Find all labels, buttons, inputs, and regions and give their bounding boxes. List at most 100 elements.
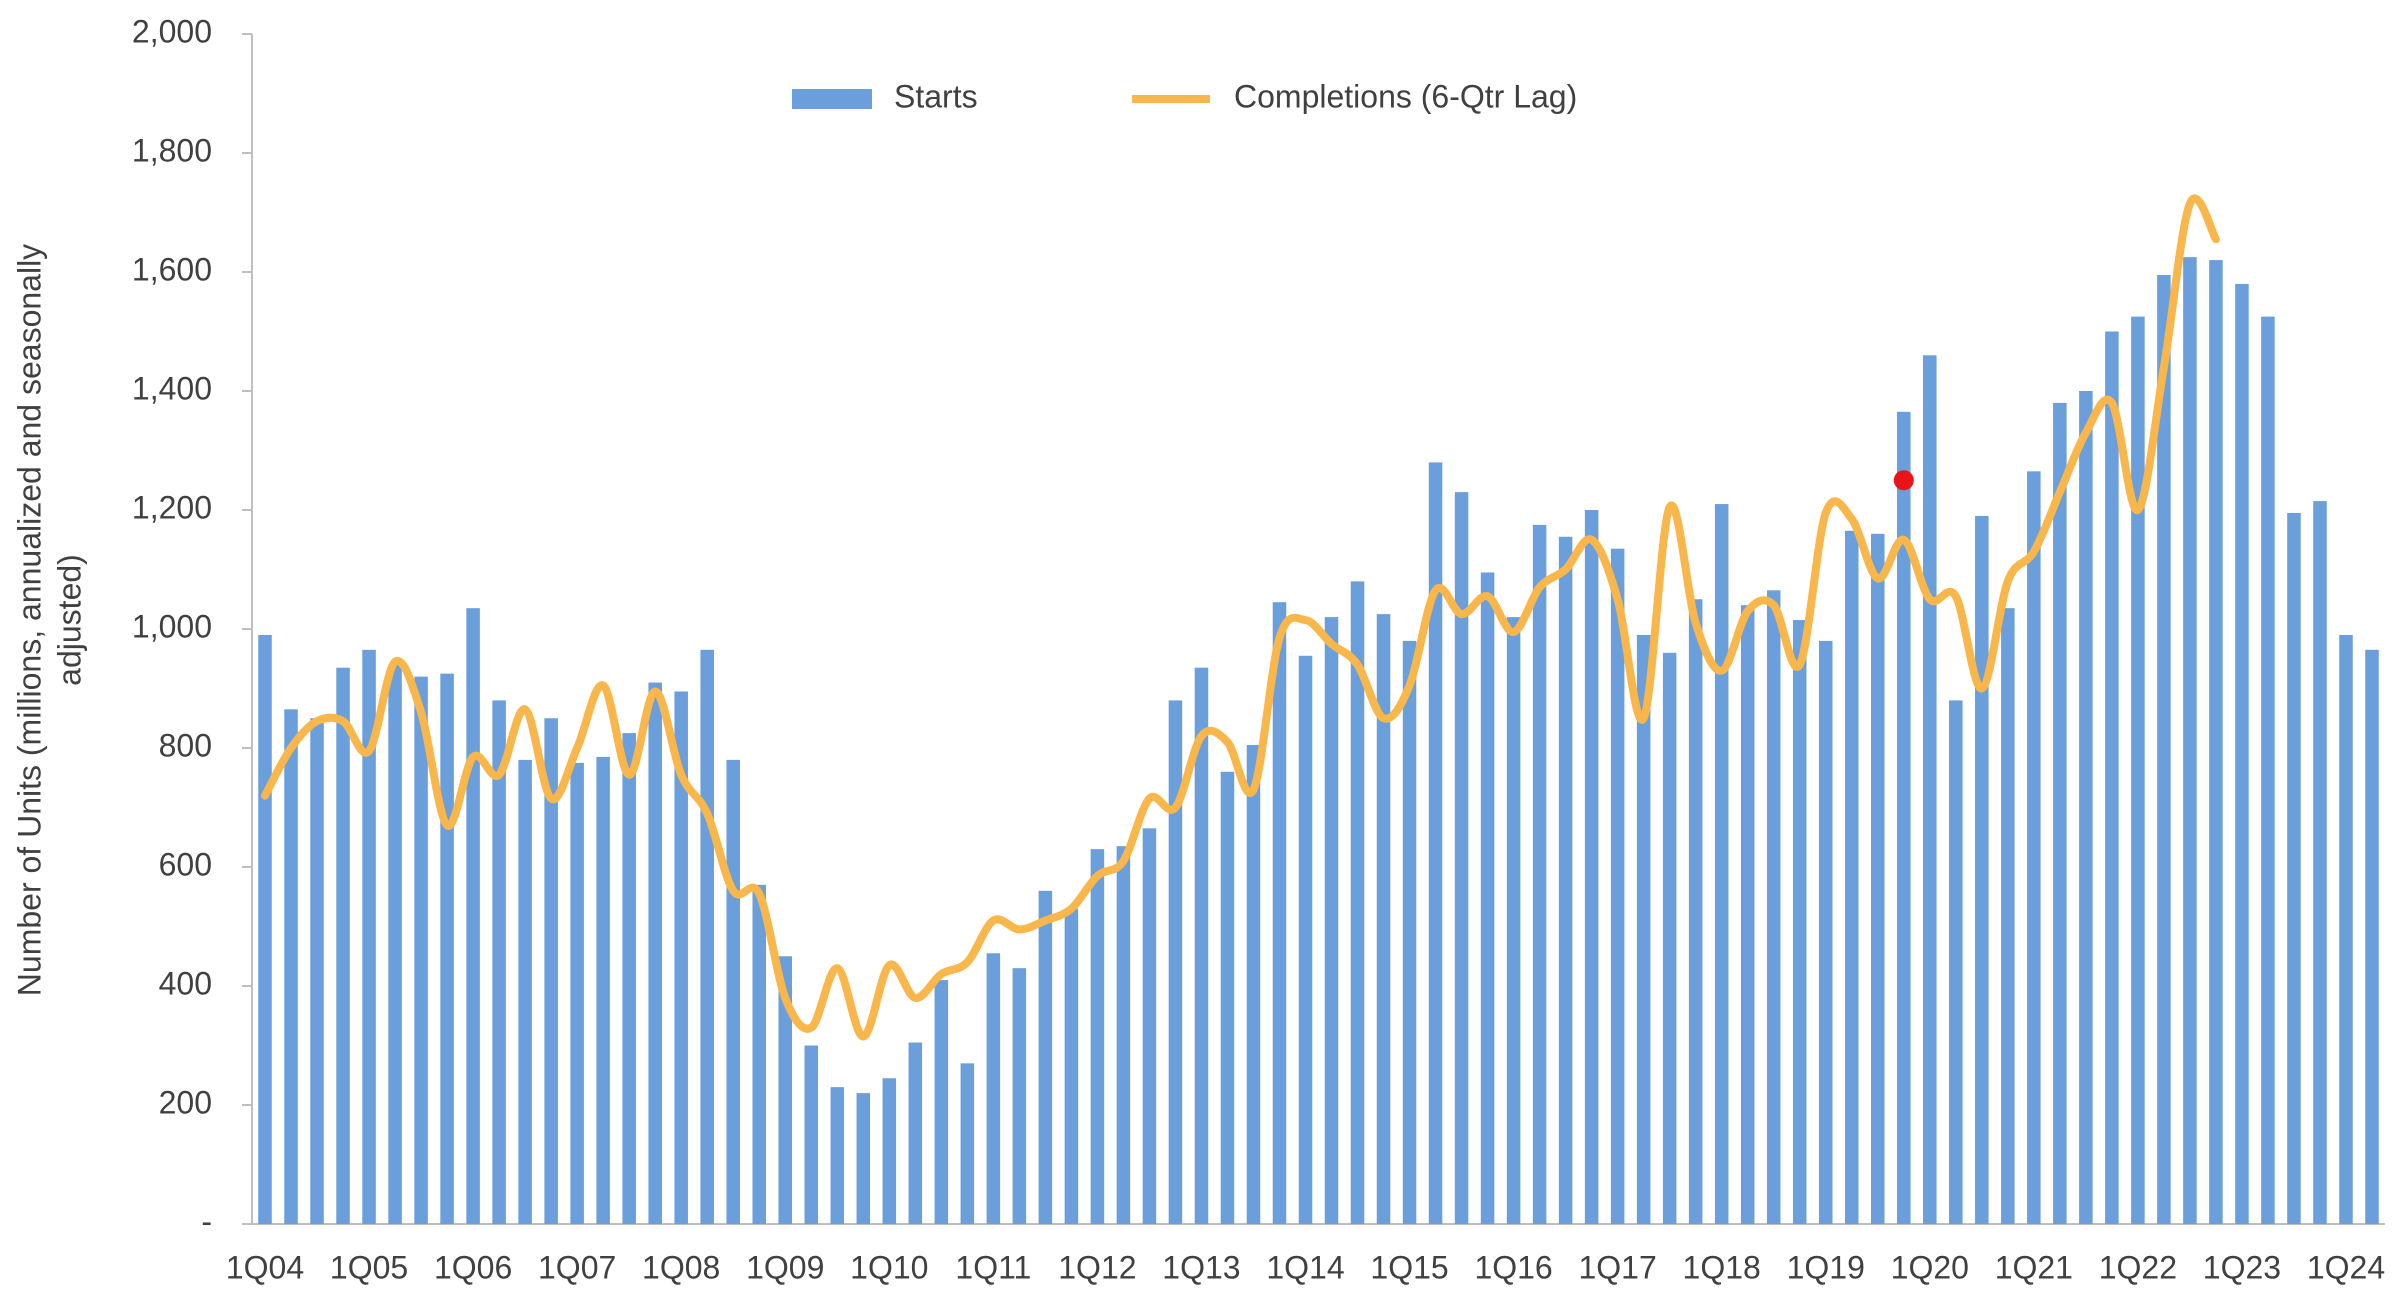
x-tick-label: 1Q24 xyxy=(2307,1249,2385,1285)
bar xyxy=(1870,533,1885,1224)
bar xyxy=(1090,849,1105,1224)
x-tick-label: 1Q10 xyxy=(850,1249,928,1285)
x-tick-label: 1Q04 xyxy=(226,1249,304,1285)
bar xyxy=(1897,411,1911,1224)
bar xyxy=(830,1087,845,1224)
bar xyxy=(1246,745,1261,1224)
bar xyxy=(284,709,298,1224)
bar xyxy=(1975,515,1989,1224)
line xyxy=(261,194,2220,1041)
bar xyxy=(2027,471,2041,1224)
bar xyxy=(1480,572,1495,1224)
x-tick-label: 1Q05 xyxy=(330,1249,408,1285)
bar xyxy=(362,649,376,1224)
y-tick-label: 1,000 xyxy=(132,608,212,644)
bar xyxy=(2235,283,2249,1224)
x-tick-label: 1Q12 xyxy=(1058,1249,1136,1285)
bar xyxy=(2339,634,2353,1224)
bar xyxy=(2287,512,2301,1224)
bar xyxy=(310,718,324,1224)
bar xyxy=(336,667,350,1224)
bar xyxy=(700,649,714,1224)
highlight-point xyxy=(1893,470,1914,491)
bar xyxy=(1844,530,1859,1224)
bar xyxy=(960,1063,975,1224)
bar xyxy=(1194,667,1209,1224)
y-tick-label: 200 xyxy=(159,1084,212,1120)
bar xyxy=(1610,548,1625,1224)
bar xyxy=(1766,590,1781,1224)
bar xyxy=(570,762,584,1224)
bar xyxy=(1324,617,1339,1224)
y-tick-label: 400 xyxy=(159,965,212,1001)
bar xyxy=(1688,599,1703,1224)
x-tick-label: 1Q16 xyxy=(1474,1249,1552,1285)
bar xyxy=(2001,608,2015,1224)
bar xyxy=(1298,655,1313,1224)
bar xyxy=(258,634,272,1224)
y-tick-label: 1,800 xyxy=(132,132,212,168)
bar xyxy=(1714,504,1729,1224)
bar xyxy=(1454,492,1469,1224)
bar xyxy=(2131,316,2145,1224)
bar xyxy=(388,664,402,1224)
bar xyxy=(934,980,949,1224)
bar xyxy=(414,676,428,1224)
x-tick-label: 1Q20 xyxy=(1891,1249,1969,1285)
bar xyxy=(1636,634,1651,1224)
x-tick-label: 1Q21 xyxy=(1995,1249,2073,1285)
y-label-line: adjusted) xyxy=(51,554,87,686)
x-tick-label: 1Q15 xyxy=(1370,1249,1448,1285)
bar xyxy=(752,884,767,1224)
bar xyxy=(1142,828,1157,1224)
bar xyxy=(1350,581,1365,1224)
bar xyxy=(1376,614,1391,1224)
bar xyxy=(1220,771,1235,1224)
legend-swatch xyxy=(792,89,872,109)
x-tick-label: 1Q19 xyxy=(1787,1249,1865,1285)
bar xyxy=(2079,391,2093,1224)
bar xyxy=(726,759,740,1224)
x-tick-label: 1Q22 xyxy=(2099,1249,2177,1285)
bar xyxy=(804,1045,819,1224)
x-tick-label: 1Q23 xyxy=(2203,1249,2281,1285)
bar xyxy=(1792,620,1807,1224)
bar xyxy=(2365,649,2379,1224)
y-tick-label: 1,600 xyxy=(132,251,212,287)
bar xyxy=(1558,536,1573,1224)
bar xyxy=(2105,331,2119,1224)
bar xyxy=(492,700,506,1224)
x-tick-label: 1Q09 xyxy=(746,1249,824,1285)
bar xyxy=(1740,605,1755,1224)
bar xyxy=(466,608,480,1224)
bar xyxy=(1584,510,1599,1224)
legend-label: Completions (6-Qtr Lag) xyxy=(1234,78,1577,114)
bar xyxy=(1168,700,1183,1224)
bar xyxy=(882,1078,897,1224)
y-tick-label: 2,000 xyxy=(132,13,212,49)
x-tick-label: 1Q18 xyxy=(1683,1249,1761,1285)
bar xyxy=(1506,617,1521,1224)
legend-label: Starts xyxy=(894,78,978,114)
x-tick-label: 1Q08 xyxy=(642,1249,720,1285)
x-tick-label: 1Q06 xyxy=(434,1249,512,1285)
bar xyxy=(778,956,793,1224)
bar xyxy=(1428,462,1443,1224)
y-label-line: Number of Units (millions, annualized an… xyxy=(11,244,47,996)
bar xyxy=(856,1093,871,1224)
y-tick-label: 600 xyxy=(159,846,212,882)
bar xyxy=(986,953,1001,1224)
bar xyxy=(648,682,662,1224)
y-tick-label: 1,400 xyxy=(132,370,212,406)
bar xyxy=(1818,640,1833,1224)
bar xyxy=(1923,355,1937,1224)
bar xyxy=(1038,890,1053,1224)
bar xyxy=(908,1042,923,1224)
bar xyxy=(622,733,636,1224)
bar xyxy=(596,756,610,1224)
bar xyxy=(518,759,532,1224)
bar xyxy=(1116,846,1131,1224)
bar xyxy=(2209,260,2223,1225)
x-tick-label: 1Q14 xyxy=(1266,1249,1344,1285)
